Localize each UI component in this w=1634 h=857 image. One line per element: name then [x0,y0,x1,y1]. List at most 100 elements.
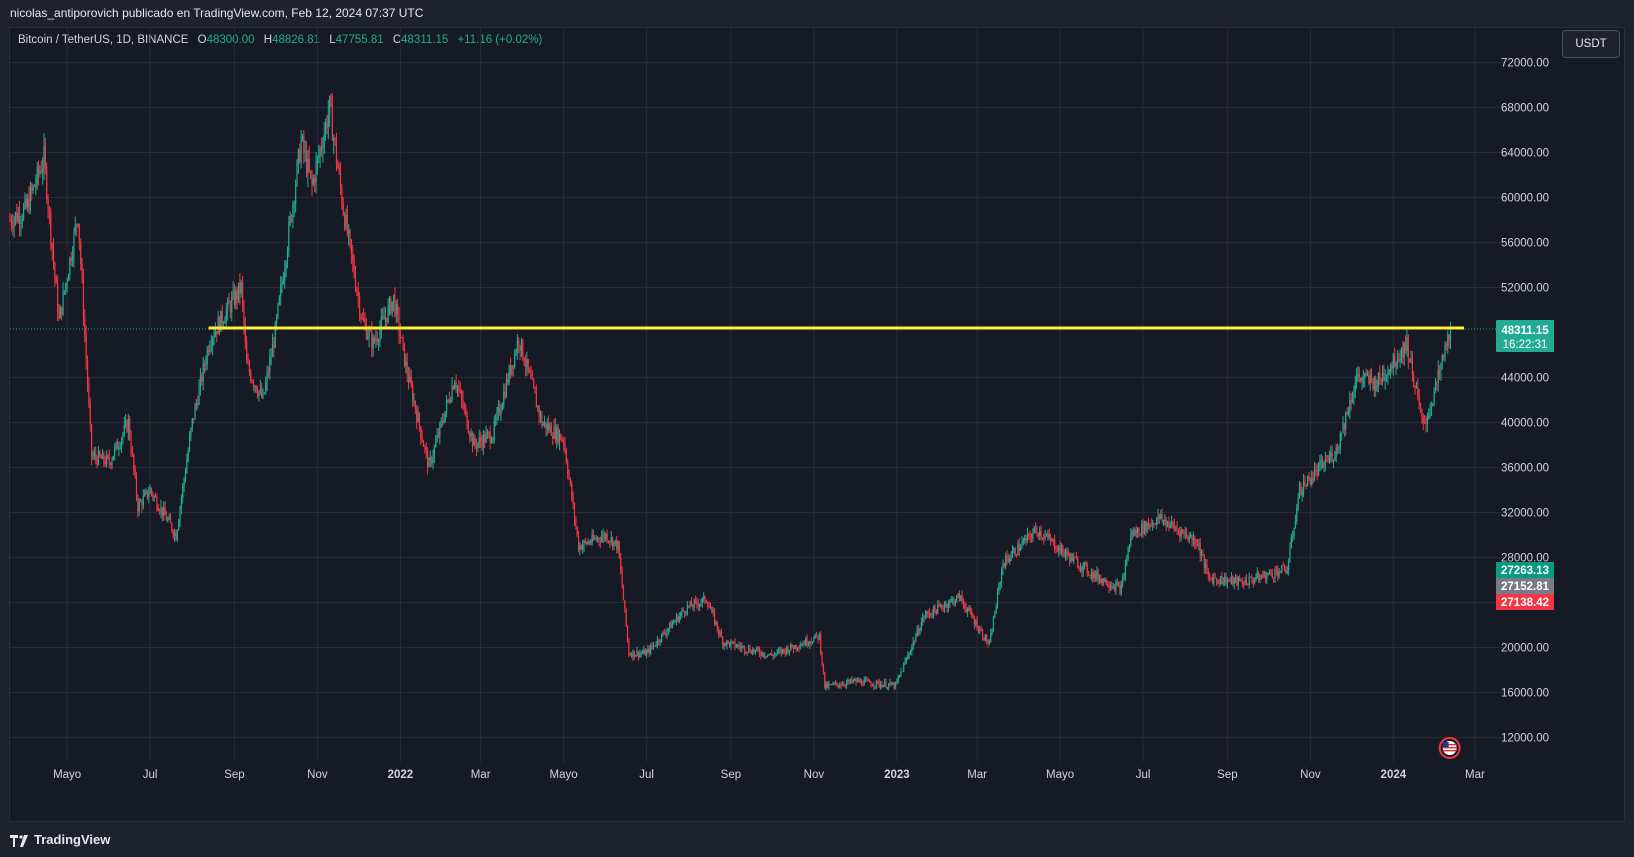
candle-body [1139,534,1141,536]
x-tick-label: Mar [471,769,491,781]
candle-body [722,637,724,646]
candle-body [704,596,706,603]
candle-body [1384,378,1386,380]
candle-body [24,198,26,207]
candle-body [436,434,438,442]
candle-body [1232,575,1234,584]
candle-body [280,285,282,297]
candle-body [1064,553,1067,556]
candle-body [1286,570,1288,573]
candle-body [1440,363,1442,372]
candle-body [417,413,419,422]
symbol-legend[interactable]: Bitcoin / TetherUS, 1D, BINANCE O48300.0… [18,34,542,46]
candle-body [1298,483,1301,498]
y-tick-label: 44000.00 [1501,373,1549,385]
candle-body [1267,573,1269,575]
candle-body [693,600,695,608]
candle-body [199,375,202,387]
candle-body [516,340,518,353]
candle-body [1349,400,1351,413]
y-axis[interactable]: 12000.0016000.0020000.0024000.0028000.00… [1501,58,1549,745]
candle-body [1422,416,1424,423]
x-tick-label: Jul [143,769,158,781]
candle-body [655,644,657,646]
candle-body [850,679,852,683]
candle-body [507,378,509,383]
candle-body [454,382,456,390]
candle-body [1283,565,1286,570]
candle-body [601,537,603,542]
candle-body [448,399,450,402]
y-tick-label: 68000.00 [1501,103,1549,115]
candle-body [617,541,619,550]
candle-body [1165,519,1167,527]
candle-body [671,623,674,629]
candle-body [1209,575,1211,578]
candle-body [996,591,999,607]
candle-body [1206,563,1208,572]
candle-body [1244,579,1246,585]
candle-body [250,372,252,381]
candle-body [205,363,207,366]
candle-body [116,441,119,450]
candle-body [640,653,642,654]
candle-body [791,644,793,648]
candle-body [864,679,867,681]
candle-body [1151,522,1154,526]
candle-body [1234,577,1237,579]
candle-body [1252,580,1254,583]
candle-body [420,426,422,438]
candle-body [798,647,800,649]
candle-body [1052,539,1054,541]
horizontal-line[interactable] [10,326,1498,330]
candle-body [754,649,757,652]
candle-body [1293,528,1295,537]
candle-body [493,421,495,439]
x-tick-label: Jul [639,769,654,781]
candle-body [841,684,844,686]
candle-body [130,438,132,452]
candle-body [300,139,302,163]
candle-body [679,613,682,617]
candle-body [1071,554,1073,562]
candle-body [324,122,327,135]
candle-body [186,460,188,473]
candle-body [658,639,660,643]
candlestick-chart[interactable]: 12000.0016000.0020000.0024000.0028000.00… [0,0,1634,822]
candle-body [799,645,801,649]
candle-body [975,620,977,625]
candle-body [986,634,988,643]
candle-body [1285,569,1287,573]
event-marker[interactable] [1438,737,1461,759]
candle-body [1207,571,1209,576]
symbol-name[interactable]: Bitcoin / TetherUS, 1D, BINANCE [18,34,189,46]
candle-body [1251,576,1253,581]
candle-body [903,664,905,672]
candle-body [598,538,600,541]
candle-body [18,212,21,224]
candle-body [252,381,255,387]
candle-body [137,497,139,512]
candle-body [869,680,871,683]
candle-body [12,224,14,228]
currency-button[interactable]: USDT [1562,30,1620,58]
candle-body [333,138,335,141]
candle-body [987,642,989,644]
candle-body [118,447,120,450]
candle-body [149,488,151,494]
candle-body [1404,342,1407,351]
candle-body [466,411,468,428]
footer-brand[interactable]: TradingView [34,832,111,847]
candle-body [435,441,437,447]
candle-body [322,148,324,150]
candle-body [1357,373,1359,377]
countdown-value: 16:22:31 [1503,339,1548,351]
x-axis[interactable]: Mayo Jul Sep Nov 2022 Mar Mayo Jul Sep Nov 2023 Mar… [53,769,1485,781]
candle-body [1338,447,1340,450]
candle-body [567,462,569,474]
candle-body [1067,551,1069,556]
candle-body [95,453,97,459]
tradingview-logo-icon[interactable] [10,822,30,857]
candle-body [684,611,686,614]
candle-body [916,628,918,636]
